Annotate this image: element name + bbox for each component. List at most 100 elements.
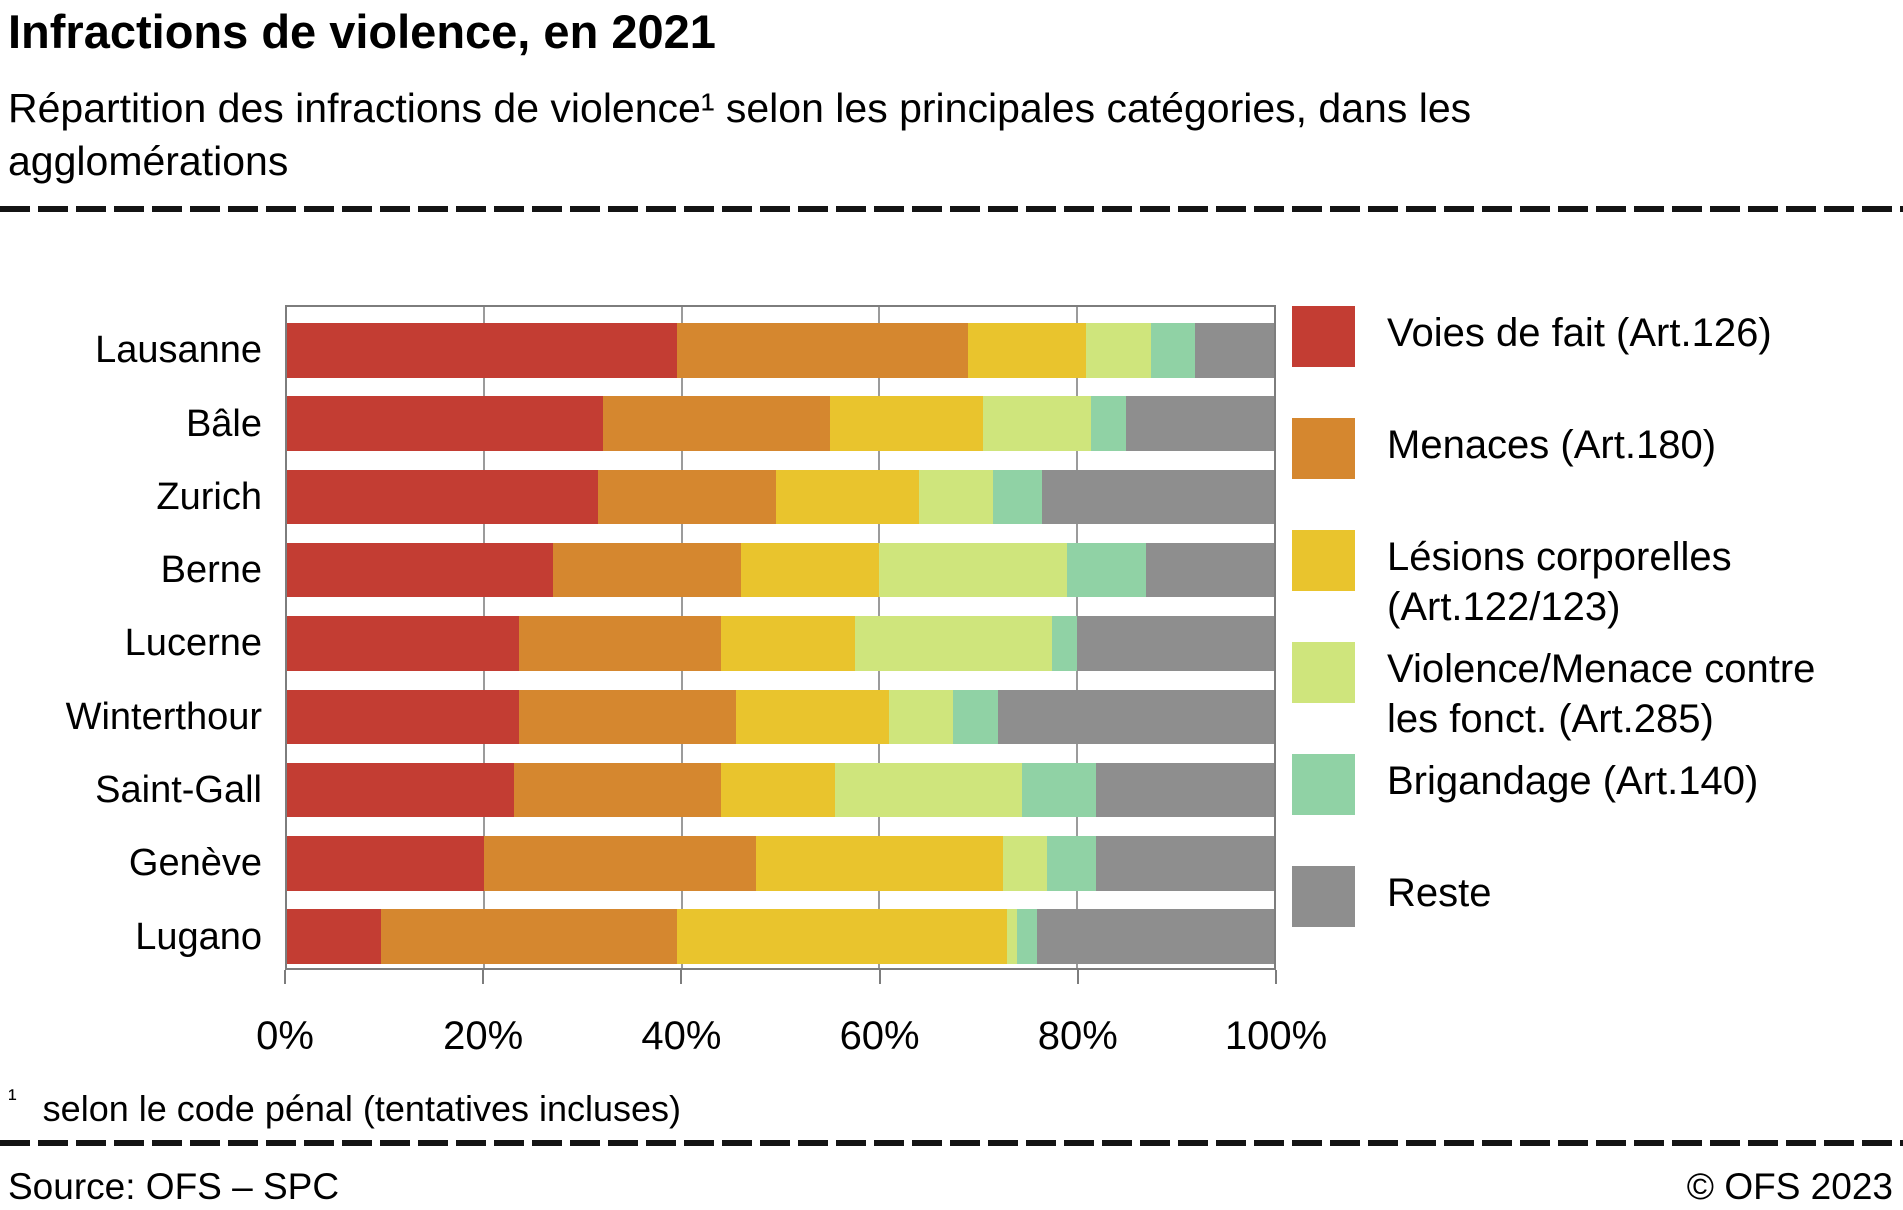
axis-tick-label: 20% [443, 1014, 524, 1058]
bar-segment [1091, 396, 1126, 451]
legend-swatch [1292, 306, 1355, 367]
legend-swatch [1292, 754, 1355, 815]
axis-tick-label: 0% [256, 1014, 314, 1058]
source-label: Source: OFS – SPC [8, 1166, 340, 1207]
bar-segment [287, 469, 598, 525]
bar-row-berne [287, 542, 1274, 598]
bar-segment [676, 909, 1008, 964]
bar-segment [1125, 396, 1274, 451]
category-label: Lucerne [124, 622, 262, 665]
bar-row-lausanne [287, 323, 1274, 378]
bar-segment [287, 396, 603, 451]
bar-row-gen-ve [287, 836, 1274, 891]
axis-tick-label: 40% [641, 1014, 722, 1058]
bar-segment [879, 542, 1067, 598]
axis-tick-label: 80% [1037, 1014, 1118, 1058]
bar-segment [997, 689, 1274, 744]
bar-segment [287, 542, 554, 598]
bar-segment [968, 323, 1087, 378]
bar-segment [287, 616, 519, 671]
plot-area [285, 305, 1276, 970]
bar-segment [1096, 762, 1274, 818]
legend-swatch [1292, 418, 1355, 479]
bar-segment [597, 469, 776, 525]
bar-row-zurich [287, 469, 1274, 525]
legend-label: Menaces (Art.180) [1387, 423, 1717, 467]
bar-segment [1145, 542, 1274, 598]
axis-tick [878, 970, 881, 984]
legend-label: Lésions corporelles (Art.122/123) [1387, 535, 1732, 629]
top-divider [0, 206, 1903, 212]
page-title: Infractions de violence, en 2021 [8, 5, 716, 58]
bar-segment [736, 689, 890, 744]
category-label: Lugano [135, 915, 262, 958]
bar-segment [721, 616, 855, 671]
bar-segment [1086, 323, 1151, 378]
bar-segment [287, 323, 677, 378]
bar-row-saint-gall [287, 762, 1274, 818]
bar-segment [1046, 836, 1097, 891]
bar-row-lugano [287, 909, 1274, 964]
axis-tick-label: 100% [1224, 1014, 1328, 1058]
bar-segment [755, 836, 1003, 891]
category-label: Bâle [185, 402, 262, 445]
axis-tick [482, 970, 485, 984]
bar-segment [1017, 909, 1038, 964]
bar-segment [1007, 909, 1018, 964]
category-label: Zurich [156, 475, 262, 518]
bar-segment [982, 396, 1092, 451]
bar-segment [602, 396, 830, 451]
category-label: Lausanne [95, 329, 262, 372]
bar-segment [721, 762, 835, 818]
bar-segment [1066, 542, 1146, 598]
legend-label: Violence/Menace contre les fonct. (Art.28… [1387, 647, 1816, 741]
bar-segment [834, 762, 1023, 818]
legend-label: Brigandage (Art.140) [1387, 759, 1759, 803]
axis-tick [1275, 970, 1277, 984]
bar-segment [1096, 836, 1274, 891]
bar-segment [287, 909, 381, 964]
bar-segment [676, 323, 969, 378]
bar-segment [1002, 836, 1047, 891]
bar-segment [1037, 909, 1274, 964]
bar-segment [1150, 323, 1195, 378]
axis-tick [284, 970, 286, 984]
bar-segment [553, 542, 741, 598]
legend-swatch [1292, 866, 1355, 927]
bar-segment [1051, 616, 1077, 671]
bar-segment [518, 689, 737, 744]
bar-row-b-le [287, 396, 1274, 451]
bar-segment [287, 689, 519, 744]
legend-swatch [1292, 530, 1355, 591]
category-label: Winterthour [65, 695, 262, 738]
bar-segment [1195, 323, 1274, 378]
legend-swatch [1292, 642, 1355, 703]
axis-tick [680, 970, 683, 984]
bar-segment [380, 909, 677, 964]
bar-row-winterthour [287, 689, 1274, 744]
bar-segment [992, 469, 1043, 525]
bar-segment [287, 762, 514, 818]
bar-segment [1022, 762, 1097, 818]
legend-label: Voies de fait (Art.126) [1387, 311, 1772, 355]
axis-tick [1076, 970, 1079, 984]
category-label: Berne [160, 549, 262, 592]
bar-segment [953, 689, 998, 744]
footnote-marker: ¹ [8, 1083, 17, 1113]
bar-segment [829, 396, 983, 451]
copyright-label: © OFS 2023 [1686, 1166, 1893, 1207]
bar-segment [518, 616, 722, 671]
bar-segment [854, 616, 1052, 671]
bar-row-lucerne [287, 616, 1274, 671]
legend-label: Reste [1387, 871, 1492, 915]
axis-tick-label: 60% [839, 1014, 920, 1058]
bottom-divider [0, 1140, 1903, 1146]
footnote-text: selon le code pénal (tentatives incluses… [42, 1088, 682, 1129]
bar-segment [484, 836, 756, 891]
category-label: Genève [128, 842, 262, 885]
chart-subtitle: Répartition des infractions de violence¹… [8, 85, 1472, 184]
bar-segment [287, 836, 485, 891]
bar-segment [918, 469, 993, 525]
bar-segment [1076, 616, 1274, 671]
